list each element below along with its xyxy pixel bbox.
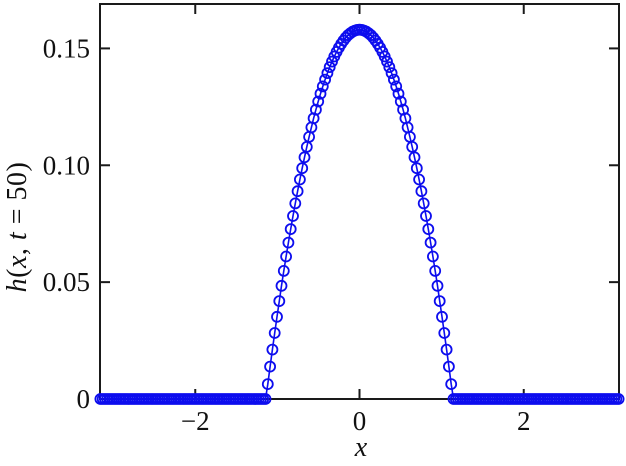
y-tick-label: 0.15 — [43, 33, 90, 63]
x-tick-label: 2 — [517, 406, 531, 436]
y-axis-label-part: ( — [2, 268, 33, 278]
y-tick-label: 0.10 — [43, 150, 90, 180]
x-axis-label: x — [354, 432, 368, 463]
data-series — [94, 23, 625, 405]
data-point-marker — [293, 173, 306, 186]
data-point-marker — [438, 327, 451, 339]
data-point-marker — [431, 279, 444, 292]
data-point-marker — [417, 197, 430, 210]
data-point-marker — [264, 360, 277, 373]
data-point-marker — [612, 393, 625, 405]
data-point-marker — [420, 210, 432, 222]
x-tick-label: −2 — [181, 406, 210, 436]
data-point-marker — [440, 343, 453, 356]
data-point-marker — [284, 223, 297, 236]
y-axis-label-part: x — [2, 255, 33, 269]
data-point-marker — [413, 173, 426, 186]
data-point-marker — [312, 95, 325, 108]
data-point-marker — [268, 327, 281, 339]
data-point-marker — [271, 310, 283, 323]
data-point-marker — [383, 61, 396, 73]
data-point-marker — [387, 73, 400, 86]
y-axis-label: h(x, t = 50) — [2, 162, 33, 293]
data-point-marker — [282, 236, 295, 249]
data-point-marker — [309, 103, 322, 116]
data-point-marker — [422, 223, 435, 236]
data-point-marker — [316, 80, 329, 93]
data-point-marker — [273, 295, 286, 308]
x-tick-label: 0 — [353, 406, 367, 436]
data-point-marker — [397, 103, 410, 116]
data-point-marker — [408, 151, 421, 164]
data-point-marker — [381, 55, 393, 68]
y-axis-label-part: = 50) — [2, 162, 33, 232]
data-point-marker — [277, 264, 290, 277]
data-point-marker — [426, 250, 439, 263]
data-point-marker — [275, 279, 288, 292]
data-point-marker — [319, 73, 332, 86]
data-point-marker — [394, 95, 407, 108]
y-tick-label: 0 — [77, 384, 91, 414]
data-point-marker — [433, 295, 446, 308]
data-point-marker — [424, 236, 437, 249]
y-axis-label-part: , — [2, 240, 33, 255]
data-point-marker — [261, 378, 274, 391]
data-point-marker — [390, 80, 403, 93]
data-point-marker — [280, 250, 293, 263]
data-point-marker — [436, 310, 448, 323]
data-point-marker — [314, 87, 327, 100]
data-point-marker — [287, 210, 299, 222]
series-markers — [94, 23, 625, 405]
data-point-marker — [385, 67, 398, 79]
plot-border — [99, 3, 620, 400]
data-point-marker — [410, 162, 423, 175]
data-point-marker — [296, 162, 309, 175]
data-point-marker — [266, 343, 279, 356]
data-point-marker — [429, 264, 442, 277]
data-point-marker — [323, 61, 336, 73]
data-point-marker — [415, 185, 428, 198]
data-point-marker — [392, 87, 405, 100]
data-point-marker — [321, 67, 334, 79]
y-tick-label: 0.05 — [43, 267, 90, 297]
y-axis-label-part: t — [2, 231, 33, 240]
data-point-marker — [291, 185, 304, 198]
series-line — [100, 28, 619, 400]
y-axis-label-part: h — [2, 278, 33, 293]
data-point-marker — [307, 112, 320, 125]
data-point-marker — [289, 197, 302, 210]
axis-ticks — [101, 5, 618, 400]
x-tick-labels: −2 0 2 — [181, 406, 531, 436]
data-point-marker — [442, 360, 455, 373]
data-point-marker — [259, 393, 272, 405]
data-point-marker — [445, 378, 458, 391]
y-tick-labels: 0 0.05 0.10 0.15 — [43, 33, 90, 414]
